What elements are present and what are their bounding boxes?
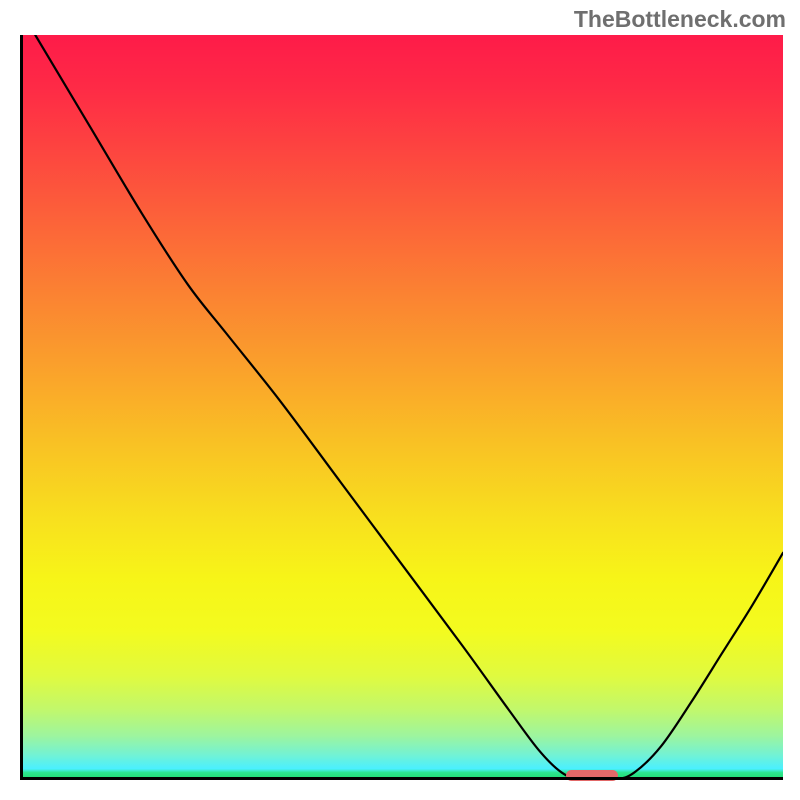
watermark-text: TheBottleneck.com — [574, 6, 786, 33]
x-axis — [20, 777, 783, 780]
curve-line — [20, 35, 783, 780]
y-axis — [20, 35, 23, 780]
chart-container: TheBottleneck.com — [0, 0, 800, 800]
plot-area — [20, 35, 783, 780]
